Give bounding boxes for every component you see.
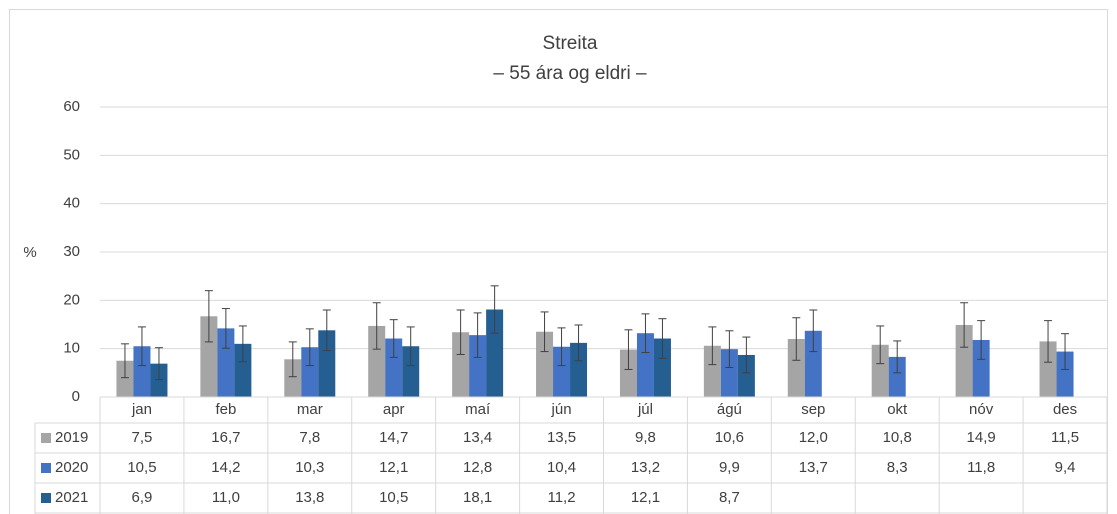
table-value: 12,1 — [631, 489, 660, 506]
table-value: 13,5 — [547, 429, 576, 446]
table-value: 13,4 — [463, 429, 492, 446]
bar — [1039, 341, 1057, 397]
table-value: 10,5 — [127, 459, 156, 476]
y-tick-label: 60 — [63, 98, 80, 115]
table-value: 14,2 — [211, 459, 240, 476]
bar — [116, 360, 134, 397]
legend-label: 2020 — [55, 459, 88, 476]
y-tick-label: 0 — [72, 388, 80, 405]
bar — [804, 330, 822, 397]
table-value: 12,0 — [799, 429, 828, 446]
x-tick-label: feb — [215, 401, 236, 418]
bar — [703, 345, 721, 397]
y-axis-label: % — [23, 244, 36, 261]
table-value: 11,2 — [547, 489, 575, 506]
legend-swatch — [41, 463, 51, 473]
y-tick-label: 20 — [63, 291, 80, 308]
bar — [200, 316, 218, 397]
table-value: 10,3 — [295, 459, 324, 476]
legend-label: 2021 — [55, 489, 88, 506]
table-value: 7,5 — [132, 429, 153, 446]
bar — [737, 354, 755, 397]
chart-frame — [9, 9, 1108, 514]
x-tick-label: ágú — [717, 401, 742, 418]
table-value: 8,3 — [887, 459, 908, 476]
table-value: 7,8 — [299, 429, 320, 446]
y-tick-label: 40 — [63, 195, 80, 212]
legend-swatch — [41, 433, 51, 443]
table-value: 14,7 — [379, 429, 408, 446]
bar — [787, 339, 805, 397]
table-value: 11,8 — [967, 459, 995, 476]
bar — [301, 347, 319, 397]
table-value: 13,2 — [631, 459, 660, 476]
x-tick-label: jún — [551, 401, 572, 418]
chart-title: Streita — [543, 33, 598, 54]
x-tick-label: des — [1053, 401, 1077, 418]
table-value: 9,9 — [719, 459, 740, 476]
x-tick-label: mar — [297, 401, 323, 418]
bar — [402, 346, 420, 397]
table-value: 14,9 — [967, 429, 996, 446]
bar — [318, 330, 336, 397]
table-value: 13,8 — [295, 489, 324, 506]
bar — [653, 338, 671, 397]
y-tick-label: 30 — [63, 243, 80, 260]
table-value: 11,5 — [1051, 429, 1079, 446]
bar — [368, 325, 386, 397]
bar — [284, 359, 302, 397]
legend-label: 2019 — [55, 429, 88, 446]
table-value: 18,1 — [463, 489, 492, 506]
y-tick-label: 50 — [63, 146, 80, 163]
table-value: 9,8 — [635, 429, 656, 446]
bar — [133, 346, 151, 397]
table-value: 13,7 — [799, 459, 828, 476]
bar — [871, 344, 889, 397]
bar — [217, 328, 235, 397]
bar — [570, 342, 588, 397]
y-tick-label: 10 — [63, 340, 80, 357]
bar — [536, 331, 554, 397]
x-tick-label: apr — [383, 401, 405, 418]
table-value: 10,6 — [715, 429, 744, 446]
table-value: 10,8 — [883, 429, 912, 446]
bar — [720, 349, 738, 397]
bar — [553, 346, 571, 397]
bar — [150, 363, 168, 397]
bar — [955, 324, 973, 397]
x-tick-label: nóv — [969, 401, 994, 418]
bar — [469, 335, 487, 397]
bar — [1056, 351, 1074, 397]
bar — [452, 332, 470, 397]
table-value: 10,5 — [379, 489, 408, 506]
table-value: 9,4 — [1055, 459, 1076, 476]
x-tick-label: jan — [131, 401, 152, 418]
bar — [619, 349, 637, 397]
table-value: 12,1 — [379, 459, 408, 476]
table-value: 10,4 — [547, 459, 576, 476]
bar — [636, 333, 654, 397]
legend-swatch — [41, 493, 51, 503]
bar — [972, 339, 990, 397]
x-tick-label: júl — [637, 401, 653, 418]
table-value: 8,7 — [719, 489, 740, 506]
x-tick-label: maí — [465, 401, 491, 418]
x-tick-label: sep — [801, 401, 825, 418]
bar — [234, 343, 252, 397]
chart-subtitle: – 55 ára og eldri – — [493, 63, 647, 84]
table-value: 11,0 — [212, 489, 240, 506]
table-value: 6,9 — [132, 489, 153, 506]
bar — [385, 338, 403, 397]
bar — [486, 309, 504, 397]
bar — [888, 356, 906, 397]
x-tick-label: okt — [887, 401, 908, 418]
table-value: 12,8 — [463, 459, 492, 476]
table-value: 16,7 — [211, 429, 240, 446]
